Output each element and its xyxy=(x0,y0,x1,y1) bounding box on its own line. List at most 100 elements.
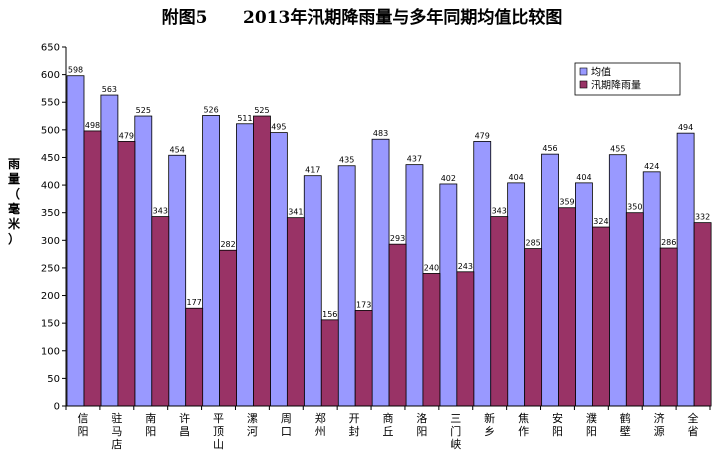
data-label: 404 xyxy=(576,173,591,182)
data-label: 404 xyxy=(508,173,523,182)
category-label: 三门峡 xyxy=(450,412,461,451)
chart-title: 附图5 2013年汛期降雨量与多年同期均值比较图 xyxy=(162,7,563,28)
y-tick-label: 450 xyxy=(41,153,60,164)
category-label: 鹤壁 xyxy=(620,411,631,438)
data-label: 456 xyxy=(542,144,557,153)
bar-average xyxy=(642,171,661,407)
bar-average xyxy=(168,154,187,407)
data-label: 343 xyxy=(492,207,507,216)
data-label: 286 xyxy=(661,238,676,247)
bar-rainfall xyxy=(185,307,204,407)
bar-rainfall xyxy=(625,212,644,407)
data-label: 402 xyxy=(441,174,456,183)
bar-rainfall xyxy=(592,226,610,407)
bar-average xyxy=(371,138,390,407)
bar-average xyxy=(473,141,492,407)
bar-average xyxy=(541,153,559,407)
data-label: 437 xyxy=(407,155,422,164)
bar-average xyxy=(337,165,356,407)
category-label: 全省 xyxy=(688,411,699,438)
axes xyxy=(65,47,711,410)
y-tick-label: 100 xyxy=(41,346,60,357)
data-label: 173 xyxy=(356,300,371,309)
bar-average xyxy=(303,175,322,407)
y-tick-label: 50 xyxy=(47,374,60,385)
data-label: 285 xyxy=(525,239,540,248)
bar-average xyxy=(405,164,424,407)
bar-rainfall xyxy=(117,141,136,407)
bar-average xyxy=(236,123,254,407)
bar-rainfall xyxy=(286,217,305,407)
y-tick-label: 350 xyxy=(41,208,60,219)
data-label: 498 xyxy=(85,121,100,130)
y-tick-label: 600 xyxy=(41,70,60,81)
data-label: 495 xyxy=(271,123,286,132)
y-axis-title: 雨量（毫米） xyxy=(8,157,21,246)
bar-average xyxy=(608,154,627,407)
bar-rainfall xyxy=(388,243,407,407)
bar-rainfall xyxy=(219,249,237,407)
bar-rainfall xyxy=(83,130,102,407)
y-tick-label: 550 xyxy=(41,98,60,109)
category-label: 焦作 xyxy=(518,412,529,438)
y-tick-label: 150 xyxy=(41,319,60,330)
data-label: 240 xyxy=(424,263,439,272)
category-label: 濮阳 xyxy=(586,411,597,438)
data-label: 525 xyxy=(136,106,151,115)
bar-average xyxy=(202,115,220,407)
data-label: 454 xyxy=(170,145,185,154)
data-label: 341 xyxy=(288,208,303,217)
y-tick-label: 500 xyxy=(41,125,60,136)
data-label: 243 xyxy=(458,262,473,271)
data-label: 483 xyxy=(373,129,388,138)
legend-swatch xyxy=(579,67,588,76)
data-label: 332 xyxy=(695,213,710,222)
category-label: 郑州 xyxy=(315,411,326,438)
data-label: 455 xyxy=(610,145,625,154)
category-label: 开封 xyxy=(349,412,360,438)
data-label: 598 xyxy=(68,66,83,75)
data-label: 525 xyxy=(254,106,269,115)
data-label: 511 xyxy=(237,114,252,123)
data-label: 563 xyxy=(102,85,117,94)
bar-average xyxy=(507,182,526,407)
data-label: 156 xyxy=(322,310,337,319)
y-tick-label: 200 xyxy=(41,291,60,302)
bar-rainfall xyxy=(490,216,509,407)
bar-rainfall xyxy=(456,271,475,407)
data-label: 494 xyxy=(678,123,693,132)
category-label: 漯河 xyxy=(247,412,258,438)
y-tick-label: 300 xyxy=(41,236,60,247)
bar-average xyxy=(269,132,288,407)
data-label: 293 xyxy=(390,234,405,243)
category-label: 信阳 xyxy=(77,412,88,438)
legend-label: 汛期降雨量 xyxy=(591,79,641,92)
data-labels: 598 563 525 454 526 511 495 417 435 483 437 402 479 4… xyxy=(68,66,710,319)
y-axis-label: 雨量（毫米） xyxy=(8,157,21,246)
data-label: 424 xyxy=(644,162,659,171)
category-label: 洛阳 xyxy=(416,411,427,438)
data-label: 359 xyxy=(559,198,574,207)
bar-average xyxy=(134,115,153,407)
bar-rainfall xyxy=(659,247,678,407)
data-label: 479 xyxy=(475,131,490,140)
bar-rainfall xyxy=(422,273,441,407)
data-label: 479 xyxy=(119,131,134,140)
category-label: 济源 xyxy=(654,411,665,438)
data-label: 177 xyxy=(187,298,202,307)
bar-rainfall xyxy=(320,319,339,407)
y-tick-label: 650 xyxy=(41,43,60,54)
bar-average xyxy=(676,132,695,407)
bar-average xyxy=(439,183,458,407)
category-label: 许昌 xyxy=(179,412,190,438)
data-label: 417 xyxy=(305,166,320,175)
legend-swatch xyxy=(579,80,588,89)
data-label: 350 xyxy=(627,203,642,212)
data-label: 435 xyxy=(339,156,354,165)
y-tick-label: 0 xyxy=(54,402,60,413)
bar-rainfall xyxy=(253,115,271,407)
